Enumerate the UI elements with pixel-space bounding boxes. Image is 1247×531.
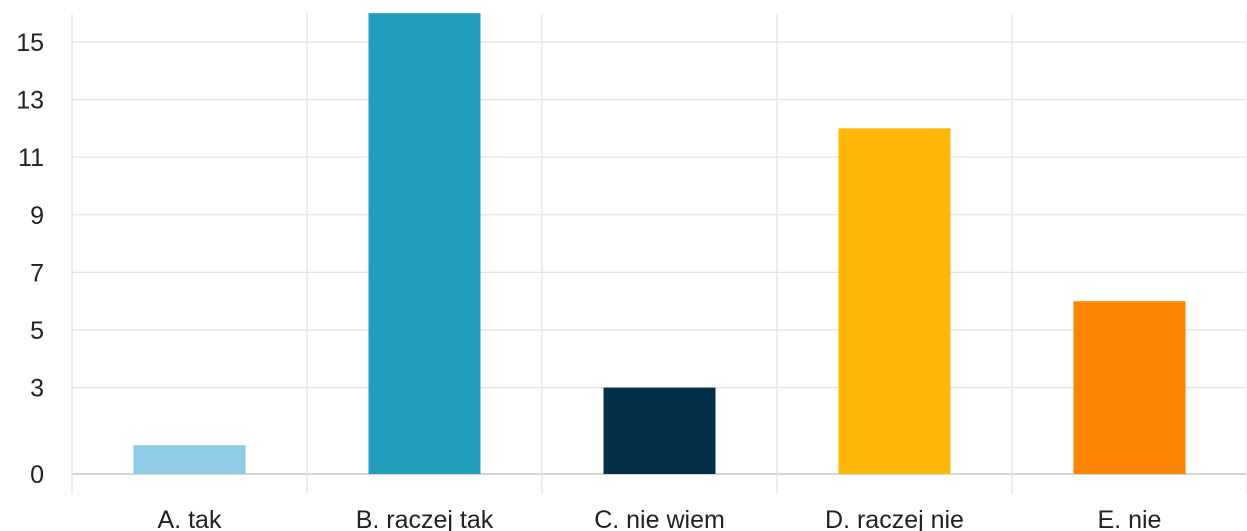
y-tick-label: 7 <box>30 259 44 287</box>
x-tick-label: D. raczej nie <box>825 506 964 531</box>
x-tick-label: B. raczej tak <box>356 506 494 531</box>
bar-3 <box>603 387 716 474</box>
y-tick-label: 3 <box>30 375 44 403</box>
bar-4 <box>838 128 951 474</box>
bar-2 <box>368 13 481 474</box>
grid-layer <box>71 14 1247 494</box>
bar-1 <box>133 445 246 474</box>
y-tick-label: 5 <box>30 317 44 345</box>
y-tick-label: 11 <box>18 144 44 172</box>
y-tick-label: 15 <box>16 29 44 57</box>
x-tick-label: E. nie <box>1098 506 1162 531</box>
x-tick-label: C. nie wiem <box>594 506 725 531</box>
bars-layer <box>133 13 1186 474</box>
x-axis: A. tak B. raczej tak C. nie wiem D. raczej … <box>158 506 1162 531</box>
bar-5 <box>1073 301 1186 474</box>
x-tick-label: A. tak <box>158 506 222 531</box>
y-tick-label: 9 <box>30 202 44 230</box>
y-tick-label: 0 <box>30 461 44 489</box>
y-axis: 0 3 5 7 9 11 13 15 <box>16 29 44 489</box>
y-tick-label: 13 <box>16 87 44 115</box>
